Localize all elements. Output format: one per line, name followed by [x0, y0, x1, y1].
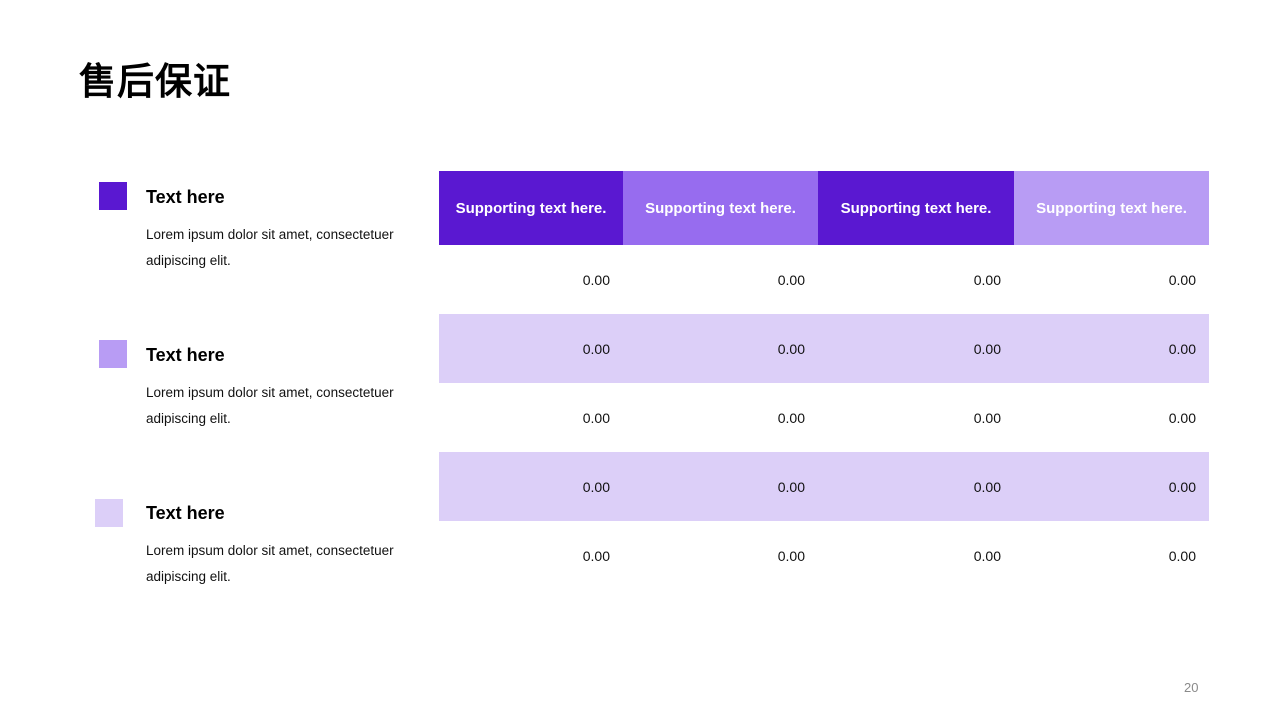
legend-swatch-medium: [99, 340, 127, 368]
legend-description: Lorem ipsum dolor sit amet, consectetuer…: [146, 543, 394, 584]
table-cell: 0.00: [582, 271, 610, 288]
table-cell: 0.00: [818, 314, 1014, 383]
table-header-cell: Supporting text here.: [439, 171, 623, 245]
table-cell: 0.00: [777, 409, 805, 426]
table-row: 0.00 0.00 0.00 0.00: [439, 452, 1209, 521]
table-cell: 0.00: [623, 452, 818, 521]
table-cell: 0.00: [1014, 452, 1209, 521]
table-header-cell: Supporting text here.: [623, 171, 818, 245]
table-cell: 0.00: [1014, 314, 1209, 383]
table-cell: 0.00: [439, 452, 623, 521]
table-cell: 0.00: [1168, 547, 1196, 564]
legend-heading: Text here: [146, 187, 225, 207]
table-cell: 0.00: [973, 409, 1001, 426]
table-header-cell: Supporting text here.: [1014, 171, 1209, 245]
table-cell: 0.00: [439, 314, 623, 383]
table-cell: 0.00: [973, 271, 1001, 288]
legend-description: Lorem ipsum dolor sit amet, consectetuer…: [146, 385, 394, 426]
legend-heading: Text here: [146, 503, 225, 523]
table-cell: 0.00: [777, 271, 805, 288]
legend-heading: Text here: [146, 345, 225, 365]
table-header-row: Supporting text here. Supporting text he…: [439, 171, 1209, 245]
table-cell: 0.00: [582, 409, 610, 426]
table-row: 0.00 0.00 0.00 0.00: [439, 245, 1209, 314]
table-cell: 0.00: [1168, 271, 1196, 288]
page-number: 20: [1184, 680, 1199, 695]
table-row: 0.00 0.00 0.00 0.00: [439, 521, 1209, 590]
table-cell: 0.00: [973, 547, 1001, 564]
legend-description: Lorem ipsum dolor sit amet, consectetuer…: [146, 227, 394, 268]
table-row: 0.00 0.00 0.00 0.00: [439, 383, 1209, 452]
table-cell: 0.00: [1168, 409, 1196, 426]
legend-swatch-dark: [99, 182, 127, 210]
data-table: Supporting text here. Supporting text he…: [439, 171, 1209, 590]
table-header-cell: Supporting text here.: [818, 171, 1014, 245]
legend-swatch-light: [95, 499, 123, 527]
table-cell: 0.00: [777, 547, 805, 564]
table-cell: 0.00: [818, 452, 1014, 521]
table-cell: 0.00: [582, 547, 610, 564]
table-cell: 0.00: [623, 314, 818, 383]
page-title: 售后保证: [79, 60, 231, 103]
table-row: 0.00 0.00 0.00 0.00: [439, 314, 1209, 383]
